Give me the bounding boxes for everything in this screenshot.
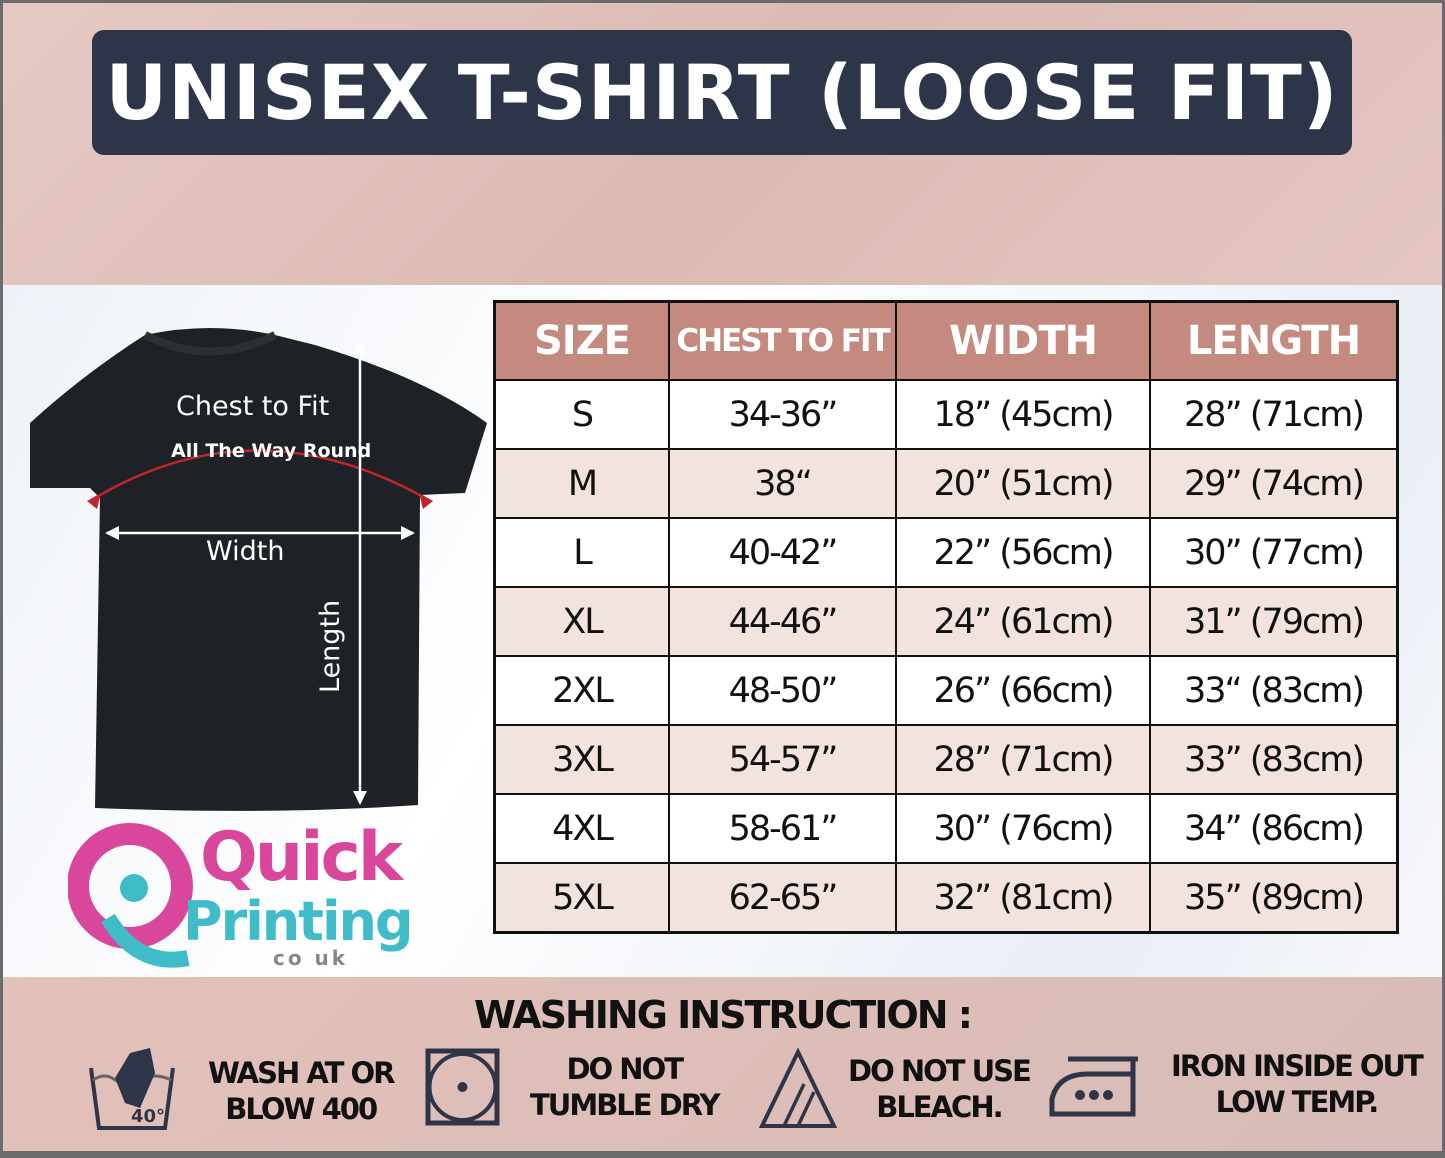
cell-width: 22” (56cm) [895,517,1151,588]
quick-printing-logo: Quick Printing co uk [68,818,438,973]
cell-width: 24” (61cm) [895,586,1151,657]
cell-length: 29” (74cm) [1149,448,1399,519]
cell-length: 34” (86cm) [1149,793,1399,864]
cell-size: S [493,379,670,450]
cell-chest: 34-36” [668,379,897,450]
cell-length: 35” (89cm) [1149,862,1399,934]
table-row: 5XL 62-65” 32” (81cm) 35” (89cm) [493,862,1399,934]
cell-chest: 38“ [668,448,897,519]
wash-line1: IRON INSIDE OUT [1171,1049,1424,1083]
bottom-background [3,977,1442,1151]
washing-title: WASHING INSTRUCTION : [474,993,973,1037]
collar [143,331,277,356]
cell-width: 30” (76cm) [895,793,1151,864]
cell-chest: 58-61” [668,793,897,864]
chest-sublabel: All The Way Round [171,440,372,462]
logo-printing: Printing [183,890,414,953]
title-banner: UNISEX T-SHIRT (LOOSE FIT) [92,30,1352,155]
wash-line1: DO NOT [566,1052,684,1086]
cell-size: 4XL [493,793,670,864]
wash-item-iron: IRON INSIDE OUT LOW TEMP. [1048,1048,1424,1120]
cell-width: 20” (51cm) [895,448,1151,519]
no-bleach-icon [758,1048,838,1128]
cell-size: 3XL [493,724,670,795]
arrow-head-left [87,493,101,509]
cell-size: M [493,448,670,519]
size-table: SIZE CHEST TO FIT WIDTH LENGTH S 34-36” 18… [493,300,1399,934]
chest-label: Chest to Fit [176,391,330,422]
wash-item-temperature: 40° WASH AT OR BLOW 400 [85,1048,395,1133]
tshirt-shape [30,328,487,811]
logo-domain: co uk [273,946,349,970]
cell-size: 2XL [493,655,670,726]
wash-item-tumble: DO NOT TUMBLE DRY [425,1048,720,1126]
cell-chest: 62-65” [668,862,897,934]
cell-width: 26” (66cm) [895,655,1151,726]
cell-width: 28” (71cm) [895,724,1151,795]
cell-chest: 40-42” [668,517,897,588]
cell-width: 32” (81cm) [895,862,1151,934]
cell-length: 31” (79cm) [1149,586,1399,657]
size-chart: UNISEX T-SHIRT (LOOSE FIT) Chest to Fit … [3,3,1442,1151]
table-header-row: SIZE CHEST TO FIT WIDTH LENGTH [493,300,1399,381]
wash-line1: DO NOT USE [848,1054,1032,1088]
wash-line2: BLOW 400 [225,1091,378,1126]
width-label: Width [206,536,285,567]
header-length: LENGTH [1149,300,1399,381]
cell-size: L [493,517,670,588]
iron-low-icon [1049,1056,1138,1117]
table-row: 2XL 48-50” 26” (66cm) 33“ (83cm) [493,655,1399,726]
wash-line2: LOW TEMP. [1215,1085,1380,1119]
table-row: L 40-42” 22” (56cm) 30” (77cm) [493,517,1399,588]
header-chest: CHEST TO FIT [668,300,897,381]
tshirt-diagram [30,328,487,811]
cell-length: 33” (83cm) [1149,724,1399,795]
wash-line2: TUMBLE DRY [530,1088,720,1122]
cell-width: 18” (45cm) [895,379,1151,450]
logo-mark-icon [68,823,193,968]
page-title: UNISEX T-SHIRT (LOOSE FIT) [105,48,1339,137]
wash-item-bleach: DO NOT USE BLEACH. [758,1048,1032,1130]
cell-length: 28” (71cm) [1149,379,1399,450]
cell-size: 5XL [493,862,670,934]
wash-line2: BLEACH. [876,1090,1003,1124]
table-row: S 34-36” 18” (45cm) 28” (71cm) [493,379,1399,450]
length-label: Length [315,599,346,693]
cell-length: 33“ (83cm) [1149,655,1399,726]
cell-size: XL [493,586,670,657]
wash-line1: WASH AT OR [208,1055,395,1090]
wash-40-icon: 40° [89,1048,175,1130]
chest-arrow [94,449,426,500]
header-width: WIDTH [895,300,1151,381]
table-row: 4XL 58-61” 30” (76cm) 34” (86cm) [493,793,1399,864]
cell-chest: 44-46” [668,586,897,657]
table-row: M 38“ 20” (51cm) 29” (74cm) [493,448,1399,519]
arrow-head-right [419,493,433,509]
wash-temp-badge: 40° [131,1106,165,1127]
header-size: SIZE [493,300,670,381]
cell-chest: 54-57” [668,724,897,795]
table-row: 3XL 54-57” 28” (71cm) 33” (83cm) [493,724,1399,795]
no-tumble-dry-icon [425,1048,500,1126]
cell-chest: 48-50” [668,655,897,726]
logo-quick: Quick [200,818,403,897]
cell-length: 30” (77cm) [1149,517,1399,588]
table-row: XL 44-46” 24” (61cm) 31” (79cm) [493,586,1399,657]
